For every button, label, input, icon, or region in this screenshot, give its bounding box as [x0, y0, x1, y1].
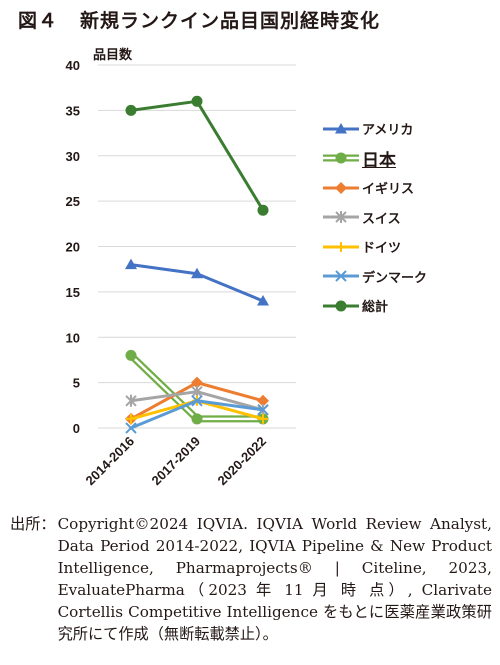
y-axis-label: 品目数	[93, 47, 133, 63]
legend-item: 総計	[322, 291, 427, 321]
data-point	[191, 385, 203, 398]
data-point	[191, 413, 203, 425]
legend-swatch	[323, 152, 359, 164]
legend-swatch	[323, 211, 359, 224]
source-note: 出所： Copyright©2024 IQVIA. IQVIA World Re…	[10, 513, 492, 645]
data-point	[191, 395, 203, 407]
line-chart: 0 5 10 15 20 25 30 35 40 品目数 2014-2016 2017-2019 202…	[66, 47, 296, 489]
x-tick-label: 2020-2022	[215, 434, 270, 489]
legend-marker	[335, 152, 347, 164]
figure-title: 図４ 新規ランクイン品目国別経時変化	[18, 6, 380, 33]
legend-item: ドイツ	[322, 232, 427, 262]
legend-marker	[335, 270, 347, 282]
data-point	[125, 394, 137, 407]
legend-item: スイス	[322, 203, 427, 233]
y-tick-label: 15	[66, 285, 80, 300]
series-5	[125, 395, 269, 434]
y-tick-label: 5	[73, 376, 80, 391]
legend-marker	[335, 122, 347, 134]
data-point	[191, 95, 203, 107]
legend-marker	[335, 181, 347, 194]
legend-item: イギリス	[322, 173, 427, 203]
legend-label: 日本	[362, 150, 396, 171]
legend-marker	[336, 241, 346, 252]
legend-swatch	[323, 181, 359, 194]
data-point	[125, 422, 137, 434]
y-tick-label: 35	[66, 103, 80, 118]
series-6	[125, 95, 269, 216]
data-point	[125, 258, 137, 270]
figure-number: 図４	[18, 10, 59, 32]
legend-swatch	[323, 241, 359, 252]
legend-label: 総計	[362, 300, 389, 316]
legend-item: デンマーク	[322, 262, 427, 292]
x-tick-label: 2017-2019	[149, 434, 204, 489]
legend-marker	[335, 300, 347, 312]
y-tick-label: 25	[66, 194, 80, 209]
series-2	[125, 376, 269, 425]
legend-swatch	[323, 270, 359, 282]
chart-legend: アメリカ日本イギリススイスドイツデンマーク総計	[322, 114, 427, 321]
legend-swatch	[323, 122, 359, 134]
data-point	[257, 404, 269, 416]
data-point	[191, 376, 203, 389]
legend-label: アメリカ	[362, 123, 414, 139]
legend-label: イギリス	[362, 182, 415, 198]
data-point	[257, 294, 269, 306]
legend-item: 日本	[322, 144, 427, 174]
source-text: Copyright©2024 IQVIA. IQVIA World Review…	[57, 515, 492, 643]
y-tick-label: 20	[66, 240, 80, 255]
data-point	[126, 413, 136, 424]
data-point	[257, 204, 269, 216]
legend-label: ドイツ	[362, 241, 402, 257]
legend-swatch	[323, 300, 359, 312]
series-0	[125, 258, 269, 306]
y-tick-label: 0	[73, 421, 80, 436]
data-point	[125, 349, 137, 361]
y-tick-label: 40	[66, 58, 80, 73]
y-tick-label: 10	[66, 330, 80, 345]
data-point	[191, 267, 203, 279]
legend-label: デンマーク	[362, 270, 428, 286]
figure-title-text: 新規ランクイン品目国別経時変化	[80, 10, 381, 32]
data-point	[125, 104, 137, 116]
legend-marker	[335, 211, 347, 224]
data-point	[257, 394, 269, 407]
y-tick-label: 30	[66, 149, 80, 164]
legend-label: スイス	[362, 211, 401, 227]
source-label: 出所：	[10, 515, 56, 533]
series-1	[125, 349, 269, 425]
legend-item: アメリカ	[322, 114, 427, 144]
x-tick-label: 2014-2016	[83, 434, 138, 489]
data-point	[258, 413, 268, 424]
